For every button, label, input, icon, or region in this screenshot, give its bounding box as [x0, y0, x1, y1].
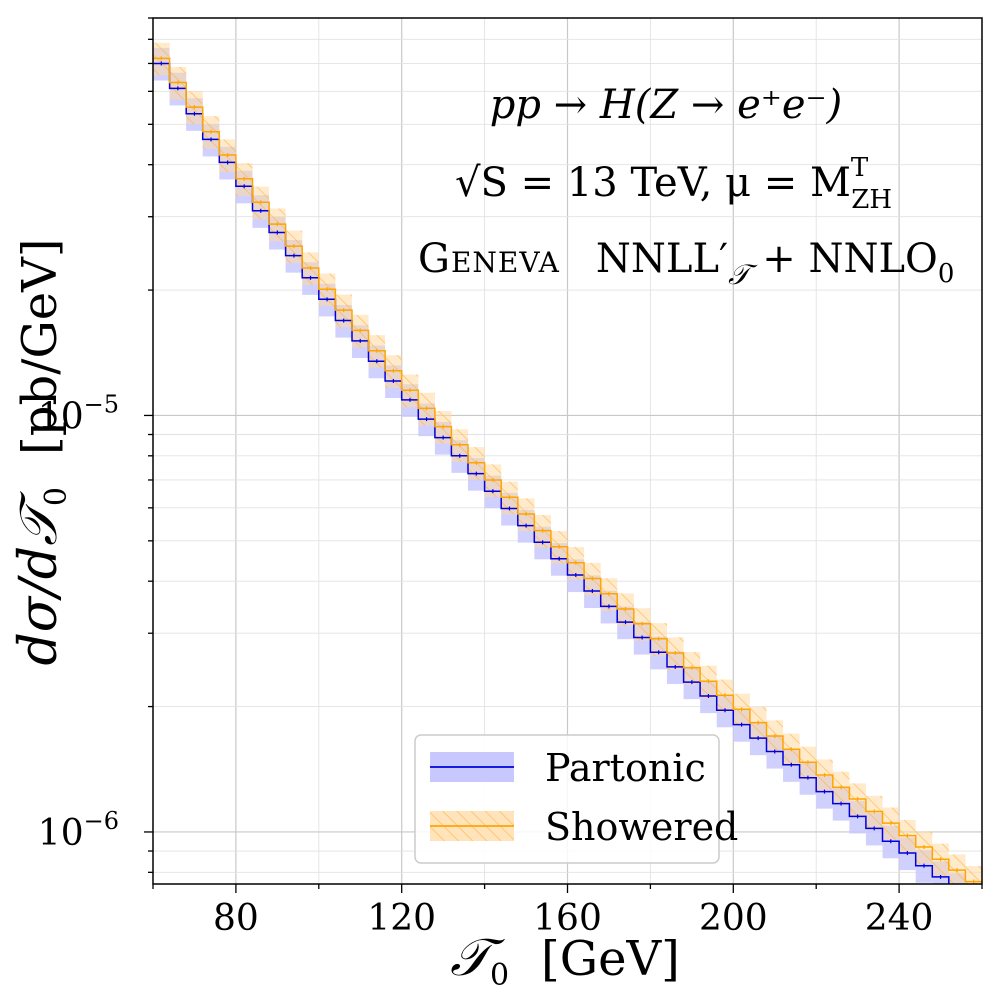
- showered-band-hatch: [965, 866, 982, 884]
- y-axis-unit: [pb/GeV]: [12, 238, 68, 455]
- energy-scale-sup: T: [851, 153, 869, 183]
- y-tick-label: 10−5: [38, 390, 119, 437]
- legend: Partonic Showered: [414, 734, 738, 864]
- x-tick-label: 160: [533, 898, 602, 939]
- series-lines: [153, 56, 982, 884]
- energy-scale-sub: ZH: [851, 185, 892, 215]
- y-axis-sub: 0: [39, 487, 74, 506]
- energy-scale-text: √S = 13 TeV, μ = M: [455, 160, 851, 206]
- accuracy-plus: + NNLO: [750, 236, 938, 282]
- accuracy-label: NNLL′: [596, 236, 728, 282]
- x-axis-title: 𝒯0 [GeV]: [450, 928, 680, 993]
- annotations: pp → H(Z → e⁺e⁻) √S = 13 TeV, μ = MT ZH G…: [418, 82, 954, 291]
- generator-annotation: Geneva NNLL′𝒯 + NNLO0: [418, 236, 954, 291]
- legend-label-partonic: Partonic: [545, 746, 706, 790]
- legend-entry-partonic: Partonic: [430, 746, 706, 790]
- y-axis-main: dσ/d𝒯: [9, 491, 69, 666]
- y-tick-label: 10−6: [38, 807, 119, 854]
- x-tick-label: 240: [865, 898, 934, 939]
- energy-scale-annotation: √S = 13 TeV, μ = MT ZH: [455, 153, 892, 215]
- partonic-band: [965, 883, 982, 884]
- y-tick-exp: −5: [84, 390, 119, 418]
- legend-label-showered: Showered: [545, 805, 738, 849]
- y-tick-base: 10: [38, 396, 84, 437]
- generator-name: Geneva: [418, 236, 560, 282]
- x-axis-unit: [GeV]: [541, 931, 680, 987]
- x-tick-label: 80: [213, 898, 259, 939]
- x-tick-label: 120: [367, 898, 436, 939]
- y-axis-title: dσ/d𝒯0 [pb/GeV]: [9, 238, 74, 665]
- y-tick-base: 10: [38, 813, 84, 854]
- process-annotation: pp → H(Z → e⁺e⁻): [490, 82, 843, 128]
- accuracy-order-sub: 0: [938, 259, 955, 289]
- x-tick-label: 200: [699, 898, 768, 939]
- x-axis-sub: 0: [490, 958, 509, 993]
- legend-entry-showered: Showered: [430, 805, 738, 849]
- y-tick-exp: −6: [84, 807, 119, 835]
